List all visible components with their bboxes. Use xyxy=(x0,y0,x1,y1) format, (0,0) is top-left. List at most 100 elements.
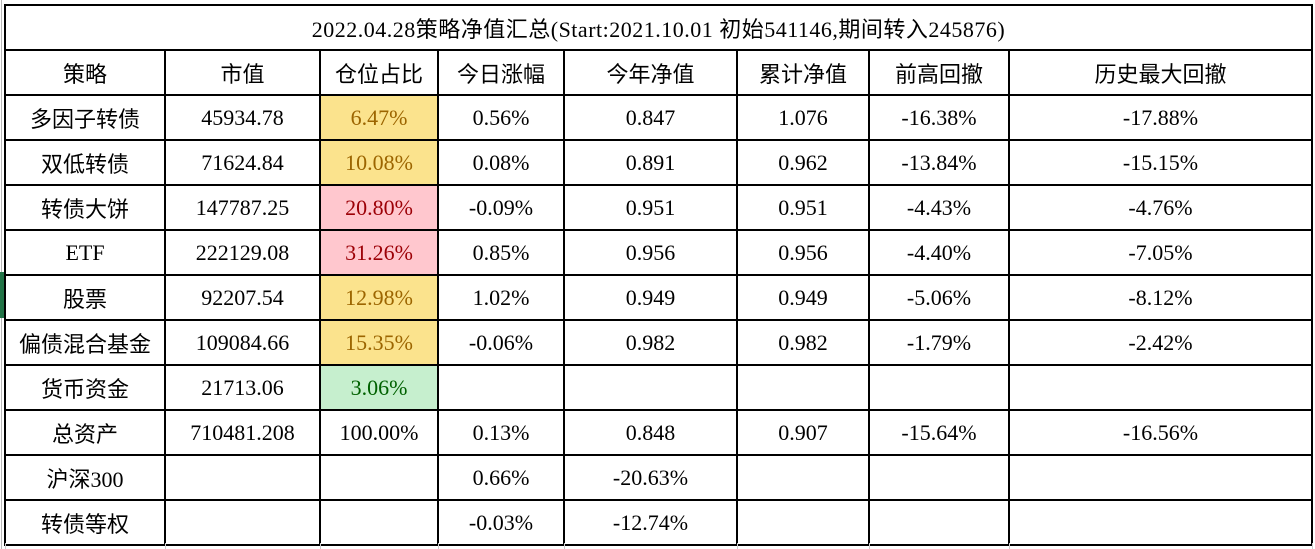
value-cell[interactable]: 0.949 xyxy=(563,274,738,321)
value-cell[interactable]: 100.00% xyxy=(319,409,439,456)
value-cell[interactable] xyxy=(736,364,870,411)
value-cell[interactable]: 0.956 xyxy=(736,229,870,276)
gridline-stub xyxy=(1009,543,1010,549)
table-row: 总资产 710481.208 100.00% 0.13% 0.848 0.907 -15.6… xyxy=(4,409,1313,456)
strategy-name-cell[interactable]: 双低转债 xyxy=(4,139,166,186)
col-header-drawdown-from-high[interactable]: 前高回撤 xyxy=(868,49,1010,96)
value-cell[interactable]: 1.076 xyxy=(736,94,870,141)
value-cell[interactable]: 109084.66 xyxy=(164,319,321,366)
value-cell[interactable]: -15.64% xyxy=(868,409,1010,456)
value-cell[interactable] xyxy=(164,454,321,501)
value-cell[interactable]: 222129.08 xyxy=(164,229,321,276)
value-cell[interactable]: 0.891 xyxy=(563,139,738,186)
strategy-name-cell[interactable]: 沪深300 xyxy=(4,454,166,501)
table-row: 转债大饼 147787.25 20.80% -0.09% 0.951 0.951 -4.43… xyxy=(4,184,1313,231)
value-cell[interactable] xyxy=(1008,454,1313,501)
value-cell[interactable]: 0.66% xyxy=(437,454,565,501)
value-cell[interactable]: 0.951 xyxy=(736,184,870,231)
value-cell[interactable]: -20.63% xyxy=(563,454,738,501)
value-cell[interactable]: 0.13% xyxy=(437,409,565,456)
value-cell[interactable]: -15.15% xyxy=(1008,139,1313,186)
value-cell[interactable] xyxy=(437,364,565,411)
value-cell[interactable]: 0.982 xyxy=(736,319,870,366)
value-cell[interactable]: 92207.54 xyxy=(164,274,321,321)
value-cell[interactable]: -12.74% xyxy=(563,499,738,546)
col-header-cumulative-nav[interactable]: 累计净值 xyxy=(736,49,870,96)
strategy-name-cell[interactable]: 股票 xyxy=(4,274,166,321)
value-cell[interactable] xyxy=(868,454,1010,501)
value-cell[interactable]: 0.08% xyxy=(437,139,565,186)
value-cell[interactable]: 0.951 xyxy=(563,184,738,231)
value-cell[interactable]: -0.03% xyxy=(437,499,565,546)
value-cell[interactable]: 147787.25 xyxy=(164,184,321,231)
strategy-name-cell[interactable]: 货币资金 xyxy=(4,364,166,411)
value-cell[interactable] xyxy=(1008,499,1313,546)
gridline-stub xyxy=(438,543,439,549)
value-cell[interactable]: -0.06% xyxy=(437,319,565,366)
value-cell[interactable]: 1.02% xyxy=(437,274,565,321)
value-cell[interactable]: -0.09% xyxy=(437,184,565,231)
value-cell[interactable]: 0.85% xyxy=(437,229,565,276)
value-cell[interactable]: 45934.78 xyxy=(164,94,321,141)
value-cell[interactable]: 0.982 xyxy=(563,319,738,366)
value-cell[interactable]: 12.98% xyxy=(319,274,439,321)
value-cell[interactable] xyxy=(736,454,870,501)
value-cell[interactable]: -13.84% xyxy=(868,139,1010,186)
gridline-stub xyxy=(737,543,738,549)
strategy-name-cell[interactable]: 转债大饼 xyxy=(4,184,166,231)
value-cell[interactable]: -2.42% xyxy=(1008,319,1313,366)
value-cell[interactable]: 0.56% xyxy=(437,94,565,141)
value-cell[interactable] xyxy=(319,454,439,501)
strategy-name-cell[interactable]: 多因子转债 xyxy=(4,94,166,141)
value-cell[interactable] xyxy=(868,364,1010,411)
strategy-name-cell[interactable]: 偏债混合基金 xyxy=(4,319,166,366)
value-cell[interactable] xyxy=(164,499,321,546)
strategy-summary-table: 2022.04.28策略净值汇总(Start:2021.10.01 初始5411… xyxy=(4,4,1313,546)
strategy-name-cell[interactable]: ETF xyxy=(4,229,166,276)
value-cell[interactable]: -17.88% xyxy=(1008,94,1313,141)
table-title[interactable]: 2022.04.28策略净值汇总(Start:2021.10.01 初始5411… xyxy=(4,4,1313,51)
col-header-today-change[interactable]: 今日涨幅 xyxy=(437,49,565,96)
value-cell[interactable]: -4.43% xyxy=(868,184,1010,231)
gridline-stub xyxy=(869,543,870,549)
value-cell[interactable]: -8.12% xyxy=(1008,274,1313,321)
value-cell[interactable]: -16.56% xyxy=(1008,409,1313,456)
strategy-name-cell[interactable]: 总资产 xyxy=(4,409,166,456)
gridline-stub xyxy=(5,543,6,549)
value-cell[interactable]: 0.848 xyxy=(563,409,738,456)
value-cell[interactable]: 0.949 xyxy=(736,274,870,321)
col-header-max-drawdown[interactable]: 历史最大回撤 xyxy=(1008,49,1313,96)
col-header-strategy[interactable]: 策略 xyxy=(4,49,166,96)
value-cell[interactable]: 0.962 xyxy=(736,139,870,186)
value-cell[interactable] xyxy=(563,364,738,411)
value-cell[interactable]: 31.26% xyxy=(319,229,439,276)
value-cell[interactable]: -5.06% xyxy=(868,274,1010,321)
value-cell[interactable] xyxy=(1008,364,1313,411)
table-row: 偏债混合基金 109084.66 15.35% -0.06% 0.982 0.982 -1.… xyxy=(4,319,1313,366)
value-cell[interactable]: -4.76% xyxy=(1008,184,1313,231)
value-cell[interactable]: 6.47% xyxy=(319,94,439,141)
strategy-name-cell[interactable]: 转债等权 xyxy=(4,499,166,546)
value-cell[interactable]: -4.40% xyxy=(868,229,1010,276)
value-cell[interactable]: 10.08% xyxy=(319,139,439,186)
col-header-position-pct[interactable]: 仓位占比 xyxy=(319,49,439,96)
col-header-ytd-nav[interactable]: 今年净值 xyxy=(563,49,738,96)
value-cell[interactable]: -16.38% xyxy=(868,94,1010,141)
value-cell[interactable] xyxy=(319,499,439,546)
value-cell[interactable]: 21713.06 xyxy=(164,364,321,411)
title-row: 2022.04.28策略净值汇总(Start:2021.10.01 初始5411… xyxy=(4,4,1313,51)
col-header-market-value[interactable]: 市值 xyxy=(164,49,321,96)
value-cell[interactable]: 20.80% xyxy=(319,184,439,231)
value-cell[interactable]: 0.847 xyxy=(563,94,738,141)
value-cell[interactable]: 0.907 xyxy=(736,409,870,456)
value-cell[interactable]: 710481.208 xyxy=(164,409,321,456)
value-cell[interactable]: -1.79% xyxy=(868,319,1010,366)
value-cell[interactable] xyxy=(736,499,870,546)
gridline-stub xyxy=(320,543,321,549)
value-cell[interactable]: 3.06% xyxy=(319,364,439,411)
value-cell[interactable] xyxy=(868,499,1010,546)
value-cell[interactable]: 15.35% xyxy=(319,319,439,366)
value-cell[interactable]: 71624.84 xyxy=(164,139,321,186)
value-cell[interactable]: 0.956 xyxy=(563,229,738,276)
value-cell[interactable]: -7.05% xyxy=(1008,229,1313,276)
